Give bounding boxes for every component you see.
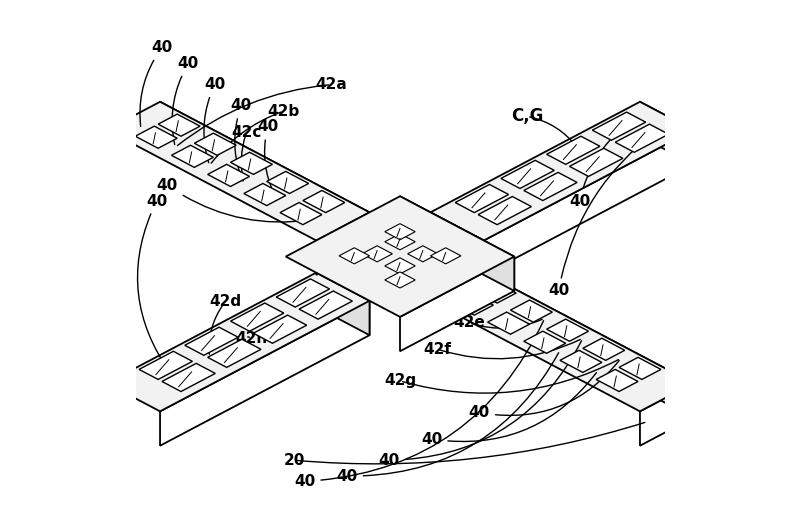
Polygon shape — [385, 234, 415, 250]
Polygon shape — [158, 114, 200, 136]
Polygon shape — [286, 196, 514, 317]
Polygon shape — [316, 272, 370, 335]
Text: 40: 40 — [294, 321, 543, 489]
Polygon shape — [524, 172, 577, 200]
Polygon shape — [385, 272, 415, 288]
Polygon shape — [254, 315, 306, 343]
Polygon shape — [400, 257, 514, 351]
Text: 42d: 42d — [210, 294, 242, 309]
Polygon shape — [362, 246, 392, 262]
Text: 40: 40 — [570, 118, 634, 208]
Polygon shape — [546, 319, 589, 341]
Polygon shape — [266, 171, 309, 194]
Polygon shape — [408, 246, 438, 262]
Polygon shape — [139, 351, 193, 379]
Polygon shape — [560, 350, 602, 372]
Text: 20: 20 — [283, 453, 305, 468]
Polygon shape — [385, 258, 415, 274]
Polygon shape — [570, 148, 623, 177]
Polygon shape — [640, 383, 694, 446]
Polygon shape — [400, 196, 514, 291]
Polygon shape — [451, 293, 494, 315]
Polygon shape — [501, 160, 554, 188]
Polygon shape — [230, 152, 273, 175]
Text: 40: 40 — [548, 131, 657, 298]
Polygon shape — [484, 272, 694, 417]
Polygon shape — [619, 358, 661, 379]
Text: 42f: 42f — [423, 342, 451, 357]
Text: 42g: 42g — [384, 373, 416, 388]
Polygon shape — [455, 185, 509, 213]
Polygon shape — [385, 224, 415, 240]
Polygon shape — [474, 281, 516, 303]
Polygon shape — [640, 102, 694, 165]
Polygon shape — [244, 184, 286, 206]
Text: 42a: 42a — [315, 77, 347, 92]
Polygon shape — [478, 196, 531, 225]
Polygon shape — [303, 190, 345, 213]
Polygon shape — [615, 124, 669, 152]
Polygon shape — [171, 145, 214, 167]
Text: 40: 40 — [421, 372, 596, 446]
Text: 40: 40 — [140, 40, 173, 126]
Polygon shape — [162, 363, 215, 391]
Polygon shape — [339, 248, 370, 264]
Text: 40: 40 — [230, 98, 252, 181]
Text: 42h: 42h — [236, 331, 268, 346]
Polygon shape — [546, 136, 600, 165]
Polygon shape — [135, 126, 177, 148]
Text: 42b: 42b — [267, 104, 300, 118]
Polygon shape — [106, 102, 370, 241]
Polygon shape — [316, 212, 370, 275]
Polygon shape — [430, 272, 694, 412]
Text: C,G: C,G — [510, 107, 543, 125]
Text: 40: 40 — [378, 341, 582, 468]
Text: 42e: 42e — [453, 315, 485, 330]
Polygon shape — [160, 102, 370, 247]
Polygon shape — [524, 331, 566, 353]
Polygon shape — [160, 301, 370, 446]
Text: 40: 40 — [337, 353, 558, 484]
Polygon shape — [484, 130, 694, 275]
Text: 40: 40 — [138, 194, 170, 372]
Polygon shape — [510, 300, 552, 322]
Polygon shape — [208, 165, 250, 186]
Text: 42c: 42c — [231, 125, 262, 140]
Polygon shape — [583, 338, 625, 360]
Polygon shape — [106, 272, 370, 412]
Polygon shape — [208, 339, 261, 367]
Text: 40: 40 — [204, 77, 226, 163]
Polygon shape — [230, 303, 284, 331]
Polygon shape — [596, 369, 638, 391]
Polygon shape — [194, 133, 236, 156]
Polygon shape — [276, 279, 330, 307]
Polygon shape — [430, 248, 461, 264]
Polygon shape — [592, 112, 646, 140]
Polygon shape — [299, 291, 352, 319]
Polygon shape — [280, 203, 322, 225]
Text: 40: 40 — [257, 120, 278, 199]
Polygon shape — [185, 327, 238, 355]
Text: 40: 40 — [469, 361, 619, 420]
Polygon shape — [430, 102, 694, 241]
Text: 40: 40 — [172, 56, 199, 144]
Text: 40: 40 — [157, 178, 310, 222]
Polygon shape — [488, 312, 530, 334]
